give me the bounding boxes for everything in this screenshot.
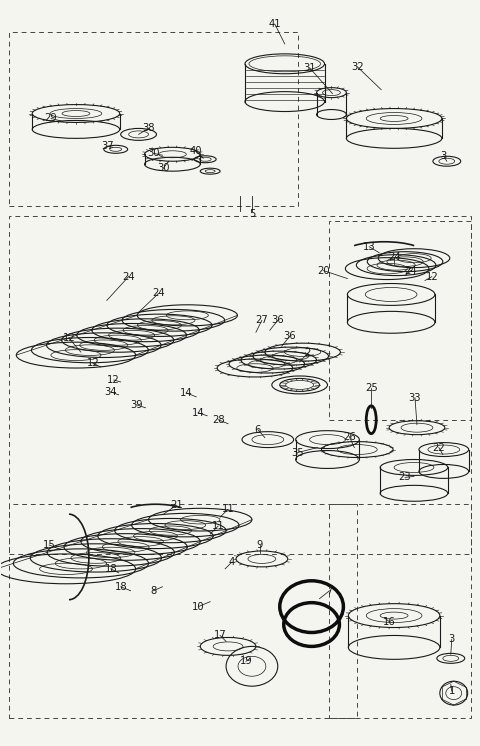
Text: 11: 11 xyxy=(222,504,234,514)
Text: 12: 12 xyxy=(86,358,99,368)
Text: 12: 12 xyxy=(62,333,75,343)
Text: 38: 38 xyxy=(142,123,155,134)
Text: 27: 27 xyxy=(255,316,268,325)
Text: 12: 12 xyxy=(425,272,438,281)
Text: 19: 19 xyxy=(240,656,252,666)
Text: 24: 24 xyxy=(152,289,165,298)
Text: 30: 30 xyxy=(157,163,170,173)
Bar xyxy=(9,504,357,718)
Text: 26: 26 xyxy=(343,432,356,442)
Text: 18: 18 xyxy=(114,582,127,592)
Text: 2: 2 xyxy=(304,348,311,358)
Text: 25: 25 xyxy=(365,383,378,393)
Bar xyxy=(329,221,471,420)
Text: 35: 35 xyxy=(291,448,304,457)
Text: 3: 3 xyxy=(441,151,447,161)
Text: 18: 18 xyxy=(105,564,117,574)
Text: 22: 22 xyxy=(432,442,445,453)
Text: 14: 14 xyxy=(180,388,192,398)
Text: 1: 1 xyxy=(449,686,455,696)
Text: 36: 36 xyxy=(283,331,296,341)
Text: 30: 30 xyxy=(147,148,160,158)
Text: 12: 12 xyxy=(108,375,120,385)
Text: 5: 5 xyxy=(249,209,255,219)
Text: 37: 37 xyxy=(101,141,114,151)
Text: 17: 17 xyxy=(214,630,227,641)
Text: 33: 33 xyxy=(409,393,421,403)
Text: 13: 13 xyxy=(363,242,375,251)
Text: 21: 21 xyxy=(170,501,183,510)
Text: 8: 8 xyxy=(150,586,156,596)
Text: 14: 14 xyxy=(192,408,204,418)
Text: 24: 24 xyxy=(405,266,417,275)
Text: 29: 29 xyxy=(45,113,58,124)
Text: 24: 24 xyxy=(122,272,135,281)
Text: 39: 39 xyxy=(130,400,143,410)
Bar xyxy=(9,216,471,554)
Text: 4: 4 xyxy=(229,557,235,567)
Text: 6: 6 xyxy=(255,424,261,435)
Text: 11: 11 xyxy=(212,521,225,531)
Text: 15: 15 xyxy=(43,540,56,550)
Text: 24: 24 xyxy=(388,251,400,262)
Text: 31: 31 xyxy=(303,63,316,73)
Text: 9: 9 xyxy=(257,540,263,550)
Text: 28: 28 xyxy=(212,415,225,424)
Text: 16: 16 xyxy=(383,616,396,627)
Text: 7: 7 xyxy=(326,586,333,596)
Text: 41: 41 xyxy=(268,19,281,29)
Text: 36: 36 xyxy=(272,316,284,325)
Text: 23: 23 xyxy=(399,472,411,483)
Text: 40: 40 xyxy=(190,146,203,157)
Text: 3: 3 xyxy=(449,634,455,645)
Text: 34: 34 xyxy=(105,387,117,397)
Text: 20: 20 xyxy=(317,266,330,275)
Text: 10: 10 xyxy=(192,601,204,612)
Bar xyxy=(9,32,298,206)
Bar xyxy=(329,504,471,718)
Text: 32: 32 xyxy=(351,62,364,72)
